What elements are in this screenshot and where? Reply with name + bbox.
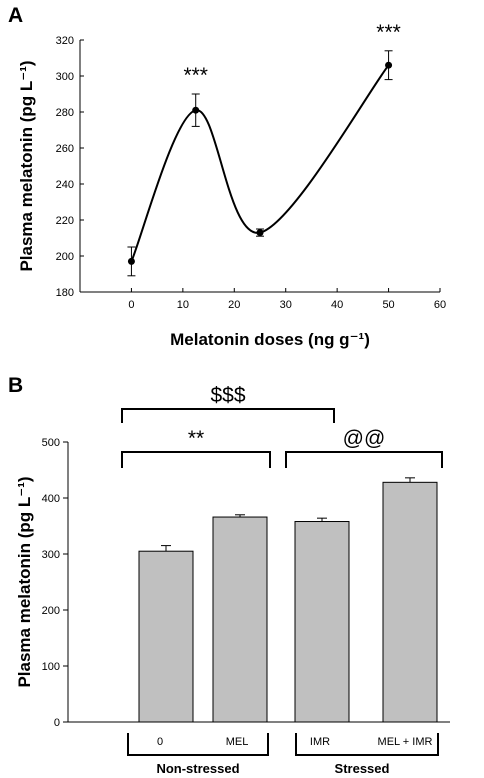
chart-b-bars [138, 477, 438, 723]
y-tick-label: 180 [56, 287, 74, 299]
bar [382, 481, 438, 723]
group-bracket [127, 733, 269, 756]
category-label: MEL + IMR [378, 736, 433, 748]
x-tick-label: 20 [228, 299, 240, 311]
y-tick-label: 200 [42, 605, 60, 617]
x-tick-label: 30 [280, 299, 292, 311]
data-point [256, 229, 264, 237]
chart-b-group-labels: Non-stressed Stressed [127, 733, 439, 776]
chart-b-category-labels: 0 MEL IMR MEL + IMR [157, 736, 433, 748]
significance-bracket [121, 408, 335, 423]
chart-a-annotations: *** *** [183, 21, 400, 87]
y-tick-label: 320 [56, 35, 74, 47]
y-tick-label: 400 [42, 493, 60, 505]
significance-annotation: *** [183, 64, 208, 87]
significance-annotation: *** [376, 21, 401, 44]
bar [138, 550, 194, 723]
significance-bracket [285, 451, 443, 468]
significance-label: @@ [343, 427, 386, 450]
chart-a-x-ticks: 0 10 20 30 40 50 60 [128, 288, 446, 311]
bar [212, 516, 268, 723]
data-point [385, 61, 393, 69]
chart-b-y-ticks: 0 100 200 300 400 500 [42, 437, 68, 729]
data-point [192, 106, 200, 114]
chart-b-y-axis-title: Plasma melatonin (pg L⁻¹) [15, 476, 34, 687]
y-tick-label: 500 [42, 437, 60, 449]
category-label: MEL [226, 736, 249, 748]
group-label: Stressed [335, 761, 390, 776]
bar [294, 521, 350, 723]
chart-a-points [127, 50, 393, 277]
x-tick-label: 50 [382, 299, 394, 311]
y-tick-label: 260 [56, 143, 74, 155]
y-tick-label: 200 [56, 251, 74, 263]
group-bracket [295, 733, 439, 756]
chart-b-significance-brackets: ** @@ $$$ [121, 384, 443, 468]
chart-a-y-ticks: 180 200 220 240 260 280 300 320 [56, 35, 84, 299]
x-tick-label: 0 [128, 299, 134, 311]
category-label: IMR [310, 736, 330, 748]
y-tick-label: 300 [42, 549, 60, 561]
data-point [127, 257, 135, 265]
chart-a-line: 180 200 220 240 260 280 300 320 0 10 20 30 40 50 60 *… [17, 21, 446, 349]
category-label: 0 [157, 736, 163, 748]
chart-a-x-axis-title: Melatonin doses (ng g⁻¹) [170, 330, 370, 349]
y-tick-label: 240 [56, 179, 74, 191]
significance-bracket [121, 451, 271, 468]
panel-a-letter: A [8, 4, 23, 27]
y-tick-label: 100 [42, 661, 60, 673]
significance-label: ** [188, 427, 204, 450]
y-tick-label: 0 [54, 717, 60, 729]
y-tick-label: 300 [56, 71, 74, 83]
chart-a-series-curve [130, 64, 390, 262]
chart-b-bar: 0 100 200 300 400 500 ** @@ $$$ 0 MEL IMR MEL + IM… [15, 384, 450, 776]
group-label: Non-stressed [156, 761, 239, 776]
y-tick-label: 220 [56, 215, 74, 227]
chart-a-y-axis-title: Plasma melatonin (pg L⁻¹) [17, 60, 36, 271]
x-tick-label: 40 [331, 299, 343, 311]
panel-b-letter: B [8, 374, 23, 397]
x-tick-label: 10 [177, 299, 189, 311]
y-tick-label: 280 [56, 107, 74, 119]
x-tick-label: 60 [434, 299, 446, 311]
significance-label: $$$ [210, 384, 245, 407]
